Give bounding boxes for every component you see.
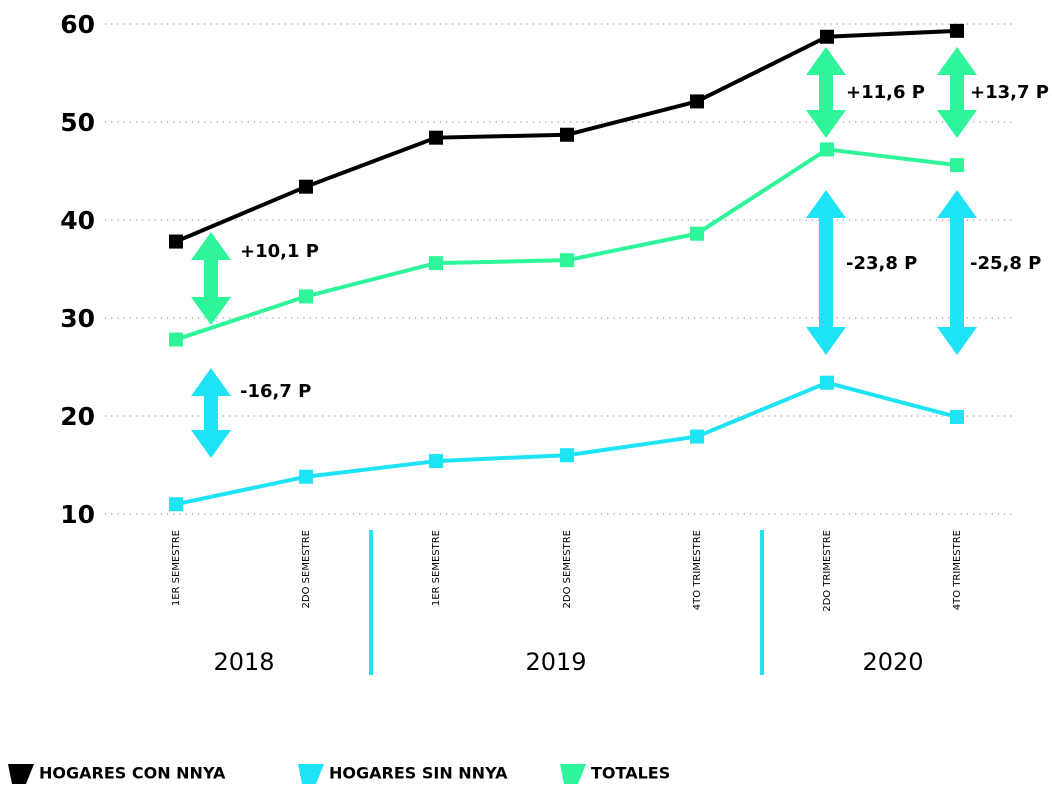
double-arrow [191, 368, 231, 458]
annotation: +11,6 P [846, 82, 925, 103]
point-marker [560, 448, 574, 463]
point-marker [169, 234, 183, 249]
double-arrow [191, 232, 231, 325]
point-marker [820, 29, 834, 44]
y-tick-label: 10 [60, 500, 95, 529]
double-arrow [806, 190, 846, 355]
legend-label: HOGARES SIN NNYA [329, 764, 508, 783]
point-marker [820, 142, 834, 157]
point-marker [950, 23, 964, 38]
point-marker [299, 179, 313, 194]
group-label: 2020 [862, 648, 923, 676]
point-marker [820, 375, 834, 390]
x-tick-label: 4TO TRIMESTRE [952, 530, 963, 610]
y-tick-label: 30 [60, 304, 95, 333]
double-arrow [806, 47, 846, 138]
double-arrow [937, 190, 977, 355]
annotation: +10,1 P [240, 241, 319, 262]
legend-label: HOGARES CON NNYA [39, 764, 226, 783]
point-marker [429, 454, 443, 469]
annotation: +13,7 P [970, 82, 1049, 103]
x-tick-label: 2DO TRIMESTRE [822, 530, 833, 612]
point-marker [429, 256, 443, 271]
x-tick-label: 4TO TRIMESTRE [692, 530, 703, 610]
y-tick-label: 50 [60, 108, 95, 137]
annotation: -23,8 P [846, 253, 917, 274]
legend-swatch [8, 764, 34, 784]
x-tick-label: 2DO SEMESTRE [301, 530, 312, 608]
point-marker [560, 127, 574, 142]
legend-swatch [298, 764, 324, 784]
annotation: -25,8 P [970, 253, 1041, 274]
point-marker [950, 158, 964, 173]
x-tick-label: 1ER SEMESTRE [171, 530, 182, 606]
group-label: 2019 [525, 648, 586, 676]
legend-label: TOTALES [591, 764, 670, 783]
point-marker [429, 130, 443, 145]
group-label: 2018 [213, 648, 274, 676]
x-tick-label: 1ER SEMESTRE [431, 530, 442, 606]
point-marker [690, 429, 704, 444]
point-marker [299, 469, 313, 484]
point-marker [299, 289, 313, 304]
point-marker [560, 253, 574, 268]
point-marker [690, 94, 704, 109]
y-tick-label: 40 [60, 206, 95, 235]
point-marker [169, 332, 183, 347]
point-marker [169, 497, 183, 512]
y-tick-label: 60 [60, 10, 95, 39]
double-arrow [937, 47, 977, 138]
y-tick-label: 20 [60, 402, 95, 431]
point-marker [950, 409, 964, 424]
point-marker [690, 226, 704, 241]
annotation: -16,7 P [240, 381, 311, 402]
legend-swatch [560, 764, 586, 784]
x-tick-label: 2DO SEMESTRE [562, 530, 573, 608]
